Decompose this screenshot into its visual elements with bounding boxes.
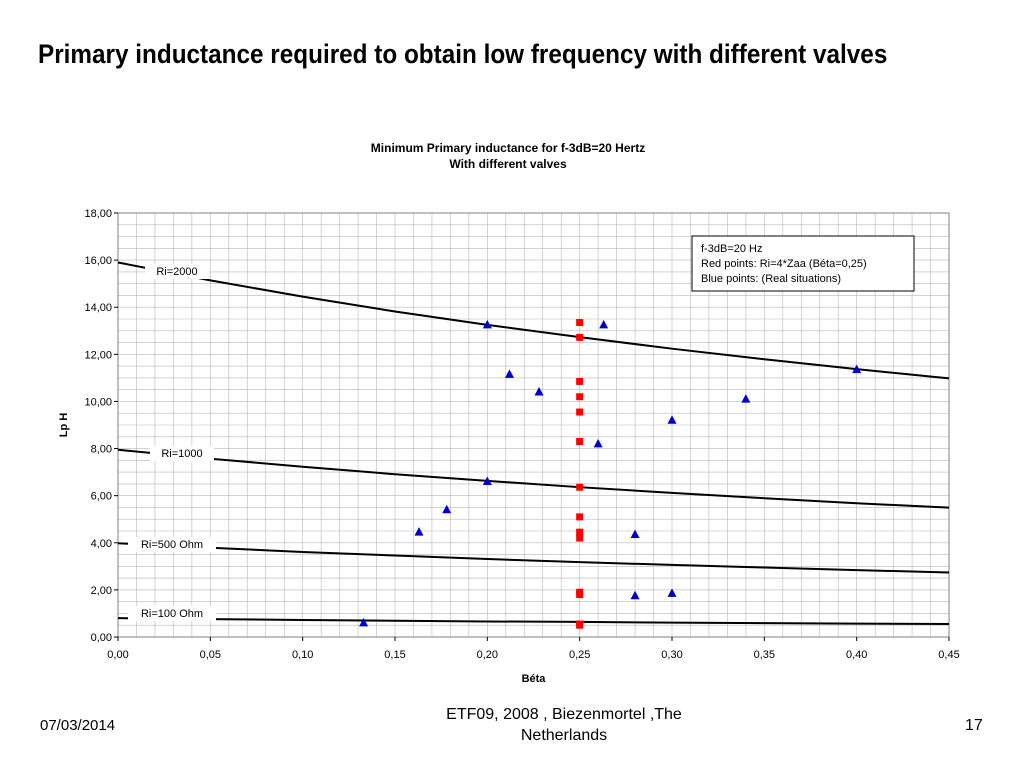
x-tick-label: 0,35 [754,649,775,661]
x-axis-label: Béta [522,673,547,685]
grid [118,213,949,637]
red-square-point [576,534,584,542]
curve-label: Ri=100 Ohm [141,608,203,620]
legend-line: f-3dB=20 Hz [701,243,762,255]
x-tick-label: 0,00 [107,649,128,661]
x-tick-label: 0,15 [384,649,405,661]
red-square-point [576,513,584,521]
blue-triangle-point [599,319,609,329]
blue-triangle-point [741,394,751,403]
page-number: 17 [965,717,983,734]
legend-line: Red points: Ri=4*Zaa (Béta=0,25) [701,258,867,270]
curve-line [117,542,950,574]
y-tick-label: 16,00 [84,255,112,267]
blue-triangle-point [593,438,603,448]
blue-triangle-point [442,504,452,514]
x-tick-label: 0,30 [661,649,682,661]
red-square-point [576,437,584,445]
curve-line [117,617,950,626]
y-tick-label: 6,00 [91,491,112,503]
red-square-point [576,408,584,416]
y-tick-label: 12,00 [84,349,112,361]
plot-border [117,212,950,638]
y-tick-label: 10,00 [84,396,112,408]
y-tick-label: 8,00 [91,444,112,456]
x-tick-label: 0,20 [477,649,498,661]
footer-date: 07/03/2014 [40,717,116,734]
y-tick-label: 18,00 [84,208,112,220]
y-axis-label: Lp H [58,413,70,437]
red-square-point [576,319,584,327]
curve-label: Ri=1000 [161,448,202,460]
chart-title-block: Minimum Primary inductance for f-3dB=20 … [300,140,716,172]
red-square-point [576,377,584,385]
curve-label: Ri=2000 [156,266,197,278]
red-square-point [576,528,584,536]
footer-source: ETF09, 2008 , Biezenmortel ,The Netherla… [446,706,682,744]
red-square-point [576,333,584,341]
y-tick-label: 4,00 [91,538,112,550]
red-square-point [576,483,584,491]
blue-triangle-point [630,529,640,539]
legend-line: Blue points: (Real situations) [701,273,841,285]
x-tick-label: 0,40 [846,649,867,661]
x-tick-label: 0,45 [938,649,959,661]
chart-title: Minimum Primary inductance for f-3dB=20 … [370,141,646,155]
x-tick-label: 0,05 [200,649,221,661]
legend-box: f-3dB=20 Hz Red points: Ri=4*Zaa (Béta=0,… [691,235,915,292]
x-tick-label: 0,25 [569,649,590,661]
curve-label-box [128,606,216,621]
curve-label-box [128,537,216,552]
blue-triangle-point [667,588,677,597]
curve-line [117,448,950,509]
curve-line [117,261,950,380]
legend-frame [691,235,915,292]
blue-triangle-point [482,476,492,486]
blue-triangle-point [482,319,492,329]
curve-label: Ri=500 Ohm [141,539,203,551]
x-tick-label: 0,10 [292,649,313,661]
blue-triangle-point [359,617,369,627]
blue-triangle-point [630,590,640,600]
blue-triangle-point [852,364,862,374]
y-tick-label: 0,00 [91,632,112,644]
slide-title: Primary inductance required to obtain lo… [38,39,888,69]
blue-triangle-point [414,527,424,536]
y-tick-label: 2,00 [91,585,112,597]
curve-label-box [150,446,214,461]
red-square-point [576,393,584,401]
blue-triangle-point [504,369,514,378]
blue-triangle-point [534,387,544,396]
y-tick-label: 14,00 [84,302,112,314]
chart-subtitle: With different valves [449,157,567,171]
blue-triangle-point [667,415,677,424]
red-square-point [576,591,584,599]
red-square-point [576,621,584,629]
curve-label-box [145,264,209,279]
